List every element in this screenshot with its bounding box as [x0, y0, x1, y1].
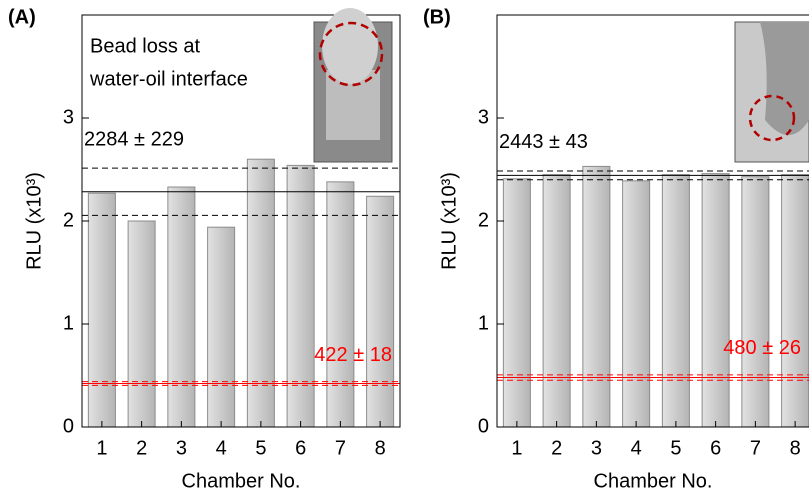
x-tick-label: 1 — [511, 437, 522, 459]
x-axis-label: Chamber No. — [182, 470, 301, 492]
inset-text: Bead loss at — [90, 35, 201, 57]
inset-channel — [760, 22, 809, 135]
x-tick-label: 5 — [670, 437, 681, 459]
bar — [661, 174, 690, 428]
x-tick-label: 7 — [750, 437, 761, 459]
x-tick-label: 5 — [255, 437, 266, 459]
x-tick-label: 7 — [335, 437, 346, 459]
y-tick-label: 0 — [478, 415, 489, 437]
bar — [781, 174, 809, 428]
bar — [167, 186, 196, 428]
x-tick-label: 3 — [176, 437, 187, 459]
panel-label: (B) — [423, 6, 451, 28]
y-tick-label: 3 — [63, 106, 74, 128]
inset-text: water-oil interface — [89, 68, 248, 90]
bar — [741, 176, 770, 428]
x-axis-label: Chamber No. — [594, 470, 713, 492]
panel-label: (A) — [8, 6, 36, 28]
bar — [701, 173, 730, 428]
x-tick-label: 3 — [591, 437, 602, 459]
y-axis-label: RLU (x10³) — [438, 172, 460, 270]
y-tick-label: 1 — [63, 312, 74, 334]
y-axis-label: RLU (x10³) — [23, 172, 45, 270]
mean-label: 422 ± 18 — [314, 344, 392, 366]
x-tick-label: 2 — [551, 437, 562, 459]
bar — [246, 158, 275, 428]
y-tick-label: 0 — [63, 415, 74, 437]
y-tick-label: 3 — [478, 106, 489, 128]
bar — [127, 220, 156, 428]
inset-highlight — [318, 21, 384, 87]
x-tick-label: 4 — [631, 437, 642, 459]
x-tick-label: 2 — [136, 437, 147, 459]
inset-droplet — [322, 8, 378, 84]
bar — [326, 181, 355, 428]
y-tick-label: 2 — [63, 209, 74, 231]
bar — [622, 180, 651, 428]
inset-image-b — [734, 21, 809, 163]
x-tick-label: 4 — [216, 437, 227, 459]
x-tick-label: 6 — [710, 437, 721, 459]
y-tick-label: 2 — [478, 209, 489, 231]
inset-image-a — [313, 8, 393, 163]
bar — [582, 165, 611, 428]
x-tick-label: 8 — [790, 437, 801, 459]
mean-label: 480 ± 26 — [723, 337, 801, 359]
bar — [207, 226, 236, 428]
bar — [286, 164, 315, 428]
mean-label: 2284 ± 229 — [84, 128, 184, 150]
y-tick-label: 1 — [478, 312, 489, 334]
bar — [366, 195, 395, 428]
x-tick-label: 1 — [96, 437, 107, 459]
inset-highlight — [748, 94, 796, 142]
bar — [502, 178, 531, 428]
mean-label: 2443 ± 43 — [499, 131, 588, 153]
x-tick-label: 6 — [295, 437, 306, 459]
bar — [87, 192, 116, 428]
bar — [542, 174, 571, 428]
x-tick-label: 8 — [375, 437, 386, 459]
